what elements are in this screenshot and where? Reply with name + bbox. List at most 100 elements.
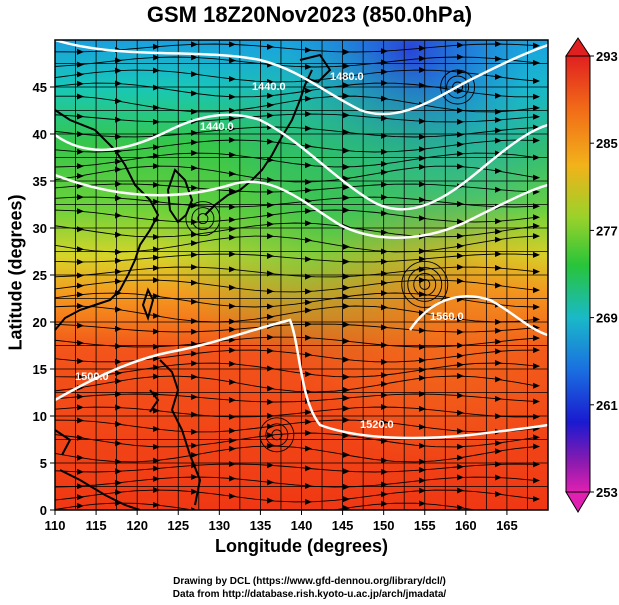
streamline-arrowhead [495, 338, 502, 345]
streamline-arrowhead [191, 411, 198, 418]
streamline-arrowhead [343, 395, 350, 402]
streamline-arrowhead [419, 146, 426, 153]
x-axis-ticks: 110 115 120 125 130 135 140 145 150 155 160 165 [45, 510, 518, 533]
streamline-arrowhead [267, 78, 274, 85]
streamline-arrowhead [115, 212, 122, 219]
streamline-arrowhead [267, 138, 274, 145]
streamline-arrowhead [153, 293, 160, 300]
streamline-arrowhead [533, 443, 540, 450]
streamline-arrowhead [77, 339, 84, 346]
streamline-arrowhead [191, 240, 198, 247]
streamline-arrowhead [343, 48, 350, 55]
y-tick-label: 20 [33, 315, 47, 330]
colorbar-tick-label: 253 [596, 485, 618, 500]
streamline-arrowhead [381, 500, 388, 507]
streamline-arrowhead [381, 59, 388, 66]
streamline-arrowhead [343, 451, 350, 458]
streamline-arrowhead [229, 266, 236, 273]
streamline-arrowhead [419, 118, 426, 125]
streamline-arrowhead [153, 118, 160, 125]
streamline-arrowhead [533, 398, 540, 405]
streamline-arrowhead [533, 316, 540, 323]
streamline-arrowhead [343, 147, 350, 154]
streamline-arrowhead [305, 430, 312, 437]
streamline-arrowhead [343, 405, 350, 412]
streamline-arrowhead [229, 427, 236, 434]
streamline-arrowhead [191, 328, 198, 335]
x-tick-label: 160 [455, 518, 477, 533]
streamline-arrowhead [419, 423, 426, 430]
streamline-arrowhead [495, 282, 502, 289]
streamline-arrowhead [229, 360, 236, 367]
streamline-arrowhead [229, 216, 236, 223]
streamline-arrowhead [115, 378, 122, 385]
streamline-arrowhead [533, 214, 540, 221]
streamline-arrowhead [343, 356, 350, 363]
streamline-arrowhead [191, 350, 198, 357]
streamline-arrowhead [343, 417, 350, 424]
streamline-arrowhead [381, 392, 388, 399]
streamline-arrowhead [229, 303, 236, 310]
streamline-vortex [413, 272, 437, 296]
streamline-arrowhead [229, 57, 236, 64]
streamline-arrowhead [495, 168, 502, 175]
streamline-vortex [191, 207, 215, 231]
streamline-arrowhead [77, 454, 84, 461]
streamline-arrowhead [419, 82, 426, 89]
streamline-arrowhead [153, 487, 160, 494]
streamline-arrowhead [191, 71, 198, 78]
streamline-arrowhead [457, 218, 464, 225]
streamline-arrowhead [153, 475, 160, 482]
streamline-arrowhead [229, 326, 236, 333]
colorbar-top-arrow [565, 37, 591, 57]
streamline-arrowhead [153, 364, 160, 371]
streamline-arrowhead [343, 338, 350, 345]
streamline-arrowhead [77, 393, 84, 400]
streamline-arrowhead [77, 322, 84, 329]
streamline-arrowhead [229, 137, 236, 144]
streamline-arrowhead [153, 144, 160, 151]
streamline-arrowhead [419, 215, 426, 222]
streamline-arrowhead [191, 442, 198, 449]
streamline-arrowhead [495, 413, 502, 420]
streamline-vortex [185, 201, 221, 237]
streamline-arrowhead [381, 404, 388, 411]
streamline-arrowhead [115, 231, 122, 238]
streamline-arrowhead [533, 335, 540, 342]
streamline-arrowhead [381, 342, 388, 349]
streamline-arrowhead [343, 284, 350, 291]
streamline-arrowhead [495, 491, 502, 498]
streamline-arrowhead [267, 92, 274, 99]
streamline-arrowhead [267, 253, 274, 260]
contour-label: 1500.0 [75, 371, 109, 383]
streamline-arrowhead [533, 113, 540, 120]
streamline-arrowhead [77, 226, 84, 233]
streamline-arrowhead [457, 233, 464, 240]
streamline-arrowhead [305, 125, 312, 132]
streamline-arrowhead [229, 203, 236, 210]
streamline-arrowhead [381, 290, 388, 297]
streamline-arrowhead [419, 357, 426, 364]
streamline-arrowhead [77, 163, 84, 170]
streamline-arrowhead [305, 143, 312, 150]
streamline-arrowhead [77, 93, 84, 100]
streamline-arrowhead [495, 348, 502, 355]
x-axis-label: Longitude (degrees) [214, 536, 388, 556]
streamline-arrowhead [381, 160, 388, 167]
streamline-arrowhead [533, 461, 540, 468]
streamline-arrowhead [191, 54, 198, 61]
streamline-arrowhead [419, 366, 426, 373]
streamline-arrowhead [381, 280, 388, 287]
colorbar-ticks: 293 285 277 269 261 253 [590, 49, 618, 500]
streamline-arrowhead [305, 351, 312, 358]
streamline-arrowhead [115, 195, 122, 202]
streamline-arrowhead [533, 514, 540, 520]
credit-line-drawing: Drawing by DCL (https://www.gfd-dennou.o… [173, 576, 446, 587]
streamline-arrowhead [77, 373, 84, 380]
streamline-arrowhead [267, 221, 274, 228]
streamline-arrowhead [457, 409, 464, 416]
streamline-arrowhead [457, 504, 464, 510]
streamline-arrowhead [495, 265, 502, 272]
streamline-arrowhead [115, 80, 122, 87]
